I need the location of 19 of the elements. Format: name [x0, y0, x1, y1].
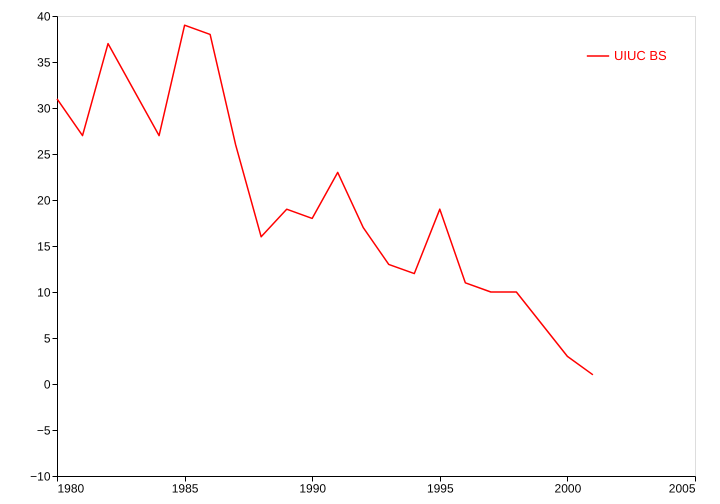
y-tick-label: 5 [44, 332, 51, 346]
y-tick-label: 40 [37, 10, 51, 24]
x-tick-label: 1995 [426, 482, 454, 496]
y-tick-label: 20 [37, 194, 51, 208]
y-tick-label: −5 [36, 424, 51, 438]
y-tick-label: 25 [37, 148, 51, 162]
y-tick-label: −10 [30, 470, 51, 484]
x-tick-label: 2005 [668, 482, 696, 496]
x-tick-label: 1990 [299, 482, 326, 496]
y-tick-label: 35 [37, 56, 51, 70]
y-tick-label: 0 [44, 378, 51, 392]
y-tick-label: 30 [37, 102, 51, 116]
y-tick-label: 10 [37, 286, 51, 300]
x-tick-label: 1985 [172, 482, 199, 496]
line-series [56, 24, 594, 376]
legend-label: UIUC BS [614, 48, 668, 63]
x-tick-label: 1980 [58, 482, 85, 496]
x-tick-label: 2000 [554, 482, 582, 496]
y-tick-label: 15 [37, 240, 51, 254]
